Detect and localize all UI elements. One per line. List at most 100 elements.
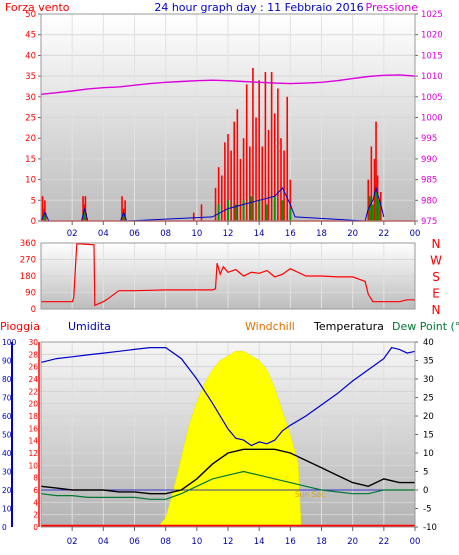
rain-tick-label: 12 xyxy=(28,449,38,458)
rain-tick-label: 4 xyxy=(33,498,38,507)
wind-tick-label: 35 xyxy=(25,72,36,82)
hour-tick-label: 16 xyxy=(285,229,296,239)
legend-entry: Umidita xyxy=(68,320,111,333)
humidity-axis-ticks: 0 10 20 30 40 50 60 70 80 90 100 xyxy=(2,338,17,532)
temperature-panel-hour-ticks: 02 04 06 08 10 12 14 16 18 20 22 00 xyxy=(67,527,421,547)
rain-tick-label: 2 xyxy=(33,511,38,520)
hour-tick-label: 14 xyxy=(254,229,265,239)
humidity-tick-label: 30 xyxy=(2,468,12,477)
wind-tick-label: 15 xyxy=(25,155,36,165)
rain-tick-label: 24 xyxy=(28,375,38,384)
rain-tick-label: 28 xyxy=(28,350,38,359)
temperature-tick-label: 30 xyxy=(423,375,434,385)
pressure-tick-label: 980 xyxy=(421,196,437,206)
legend-entry: Dew Point (°C xyxy=(392,320,459,333)
hour-tick-label: 20 xyxy=(347,537,358,547)
direction-tick-label: 270 xyxy=(20,256,36,266)
wind-tick-label: 0 xyxy=(31,217,36,227)
hour-tick-label: 14 xyxy=(254,537,265,547)
hour-tick-label: 18 xyxy=(316,537,327,547)
hour-tick-label: 22 xyxy=(378,537,389,547)
direction-tick-label: 360 xyxy=(20,239,36,249)
direction-line xyxy=(41,243,415,307)
temperature-line xyxy=(40,448,415,495)
legend-entry: Temperatura xyxy=(313,320,384,333)
pressure-tick-label: 1015 xyxy=(421,51,443,61)
temperature-tick-label: 15 xyxy=(423,431,434,441)
wind-tick-label: 45 xyxy=(25,31,36,41)
rain-tick-label: 22 xyxy=(28,387,38,396)
temperature-tick-label: -5 xyxy=(423,505,431,515)
compass-tick-label: S xyxy=(432,270,440,284)
hour-tick-label: 12 xyxy=(223,229,234,239)
rain-tick-label: 30 xyxy=(28,338,38,347)
hour-tick-label: 00 xyxy=(410,537,421,547)
temperature-tick-label: 0 xyxy=(423,486,428,496)
humidity-tick-label: 60 xyxy=(2,412,12,421)
compass-tick-label: E xyxy=(432,287,440,301)
wind-tick-label: 50 xyxy=(25,10,36,20)
humidity-tick-label: 10 xyxy=(2,505,12,514)
rain-tick-label: 16 xyxy=(28,424,38,433)
temperature-tick-label: 20 xyxy=(423,412,434,422)
wind-panel-hour-ticks: 02 04 06 08 10 12 14 16 18 20 22 00 xyxy=(67,221,421,239)
wind-average-line xyxy=(40,185,385,222)
wind-axis-ticks: 0 5 10 15 20 25 30 35 40 45 50 xyxy=(25,10,41,227)
pressure-axis-ticks: 975 980 985 990 995 1000 1005 1010 1015 1020 1025 xyxy=(415,10,443,227)
wind-panel-grid xyxy=(41,14,415,221)
sun-area xyxy=(41,351,415,528)
pressure-tick-label: 985 xyxy=(421,176,437,186)
direction-tick-label: 0 xyxy=(31,305,36,315)
rain-tick-label: 6 xyxy=(33,486,38,495)
wind-tick-label: 25 xyxy=(25,114,36,124)
hour-tick-label: 00 xyxy=(410,229,421,239)
hour-tick-label: 12 xyxy=(223,537,234,547)
temperature-tick-label: 10 xyxy=(423,449,434,459)
pressure-tick-label: 1000 xyxy=(421,114,443,124)
wind-tick-label: 10 xyxy=(25,176,36,186)
compass-tick-label: N xyxy=(432,237,441,251)
dewpoint-line xyxy=(40,470,415,500)
pressure-tick-label: 995 xyxy=(421,134,437,144)
humidity-tick-label: 80 xyxy=(2,375,12,384)
hour-tick-label: 08 xyxy=(160,229,171,239)
temperature-panel-marks: Sun Sec xyxy=(40,341,416,528)
legend-entry: Windchill xyxy=(245,320,295,333)
humidity-tick-label: 90 xyxy=(2,357,12,366)
hour-tick-label: 10 xyxy=(191,537,202,547)
wind-panel-marks xyxy=(40,13,416,222)
rain-tick-label: 10 xyxy=(28,461,38,470)
rain-tick-label: 8 xyxy=(33,474,38,483)
humidity-tick-label: 50 xyxy=(2,431,12,440)
humidity-line xyxy=(40,346,416,447)
chart-title: 24 hour graph day : 11 Febbraio 2016 xyxy=(154,1,363,14)
rain-tick-label: 14 xyxy=(28,437,38,446)
direction-panel-grid xyxy=(41,243,415,309)
direction-panel-marks xyxy=(40,242,416,310)
temperature-tick-label: 25 xyxy=(423,394,434,404)
compass-tick-label: N xyxy=(432,303,441,317)
wind-tick-label: 40 xyxy=(25,51,36,61)
hour-tick-label: 10 xyxy=(191,229,202,239)
rain-tick-label: 20 xyxy=(28,400,38,409)
rain-tick-label: 18 xyxy=(28,412,38,421)
humidity-tick-label: 20 xyxy=(2,486,12,495)
pressure-line xyxy=(40,74,416,95)
humidity-tick-label: 70 xyxy=(2,394,12,403)
direction-tick-label: 90 xyxy=(25,289,36,299)
hour-tick-label: 16 xyxy=(285,537,296,547)
hour-tick-label: 08 xyxy=(160,537,171,547)
rain-tick-label: 26 xyxy=(28,363,38,372)
hour-tick-label: 02 xyxy=(67,229,78,239)
temperature-tick-label: 40 xyxy=(423,338,434,348)
legend-entry: Pioggia xyxy=(0,320,40,333)
rain-tick-label: 0 xyxy=(33,523,38,532)
temperature-tick-label: 5 xyxy=(423,468,428,478)
direction-panel-frame xyxy=(40,242,416,310)
humidity-tick-label: 100 xyxy=(2,338,17,347)
pressure-tick-label: 1025 xyxy=(421,10,443,20)
compass-tick-label: W xyxy=(430,254,442,268)
